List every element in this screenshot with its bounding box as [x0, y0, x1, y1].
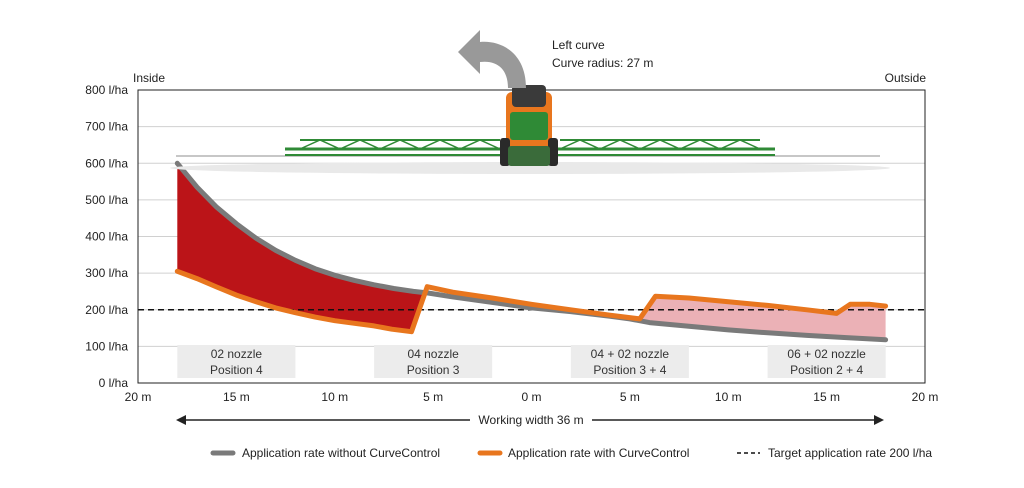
nozzle-zone-position: Position 3 + 4	[593, 363, 666, 377]
nozzle-zone-box	[570, 345, 689, 378]
legend-label-without: Application rate without CurveControl	[242, 446, 440, 460]
x-tick-label: 20 m	[125, 390, 152, 404]
curve-arrow-icon	[458, 30, 526, 88]
x-tick-label: 15 m	[223, 390, 250, 404]
nozzle-zone-box	[374, 345, 493, 378]
legend-label-with: Application rate with CurveControl	[508, 446, 689, 460]
x-tick-labels: 20 m 15 m 10 m 5 m 0 m 5 m 10 m 15 m 20 m	[125, 390, 939, 404]
underdose-area	[629, 296, 886, 340]
tractor-tank	[510, 112, 548, 140]
wheel-right	[548, 138, 558, 166]
wheel-left	[500, 138, 510, 166]
x-axis-label: Working width 36 m	[478, 413, 583, 427]
y-tick-label: 400 l/ha	[85, 230, 128, 244]
tractor-rear	[508, 146, 550, 166]
tractor-cab	[512, 85, 546, 107]
sprayer-illustration	[170, 30, 890, 174]
y-tick-label: 700 l/ha	[85, 120, 128, 134]
y-tick-label: 0 l/ha	[99, 376, 129, 390]
annotation-line-1: Left curve	[552, 38, 605, 52]
x-tick-label: 0 m	[521, 390, 541, 404]
nozzle-zone-position: Position 2 + 4	[790, 363, 863, 377]
boom-shadow	[170, 162, 890, 174]
x-tick-label: 5 m	[620, 390, 640, 404]
series-line-with-curvecontrol	[174, 268, 889, 335]
nozzle-zone-label: 04 + 02 nozzle	[591, 347, 670, 361]
legend: Application rate without CurveControl Ap…	[210, 446, 932, 460]
y-tick-label: 300 l/ha	[85, 266, 128, 280]
annotation-line-2: Curve radius: 27 m	[552, 56, 653, 70]
nozzle-zone-position: Position 3	[407, 363, 460, 377]
nozzle-zone-label: 04 nozzle	[407, 347, 459, 361]
y-tick-label: 100 l/ha	[85, 339, 128, 353]
x-tick-label: 20 m	[912, 390, 939, 404]
nozzle-zone-label: 06 + 02 nozzle	[787, 347, 866, 361]
nozzle-zone-position: Position 4	[210, 363, 263, 377]
y-tick-label: 600 l/ha	[85, 156, 128, 170]
y-tick-labels: 0 l/ha 100 l/ha 200 l/ha 300 l/ha 400 l/ha 50…	[85, 83, 128, 390]
legend-label-target: Target application rate 200 l/ha	[768, 446, 932, 460]
y-tick-label: 500 l/ha	[85, 193, 128, 207]
nozzle-zone-box	[177, 345, 296, 378]
nozzle-zone-box	[767, 345, 886, 378]
width-arrow-left-head	[176, 415, 186, 425]
width-arrow-right-head	[874, 415, 884, 425]
nozzle-zone-label: 02 nozzle	[211, 347, 263, 361]
x-tick-label: 5 m	[423, 390, 443, 404]
y-tick-label: 800 l/ha	[85, 83, 128, 97]
x-tick-label: 10 m	[321, 390, 348, 404]
label-inside: Inside	[133, 71, 165, 85]
label-outside: Outside	[885, 71, 927, 85]
y-tick-label: 200 l/ha	[85, 303, 128, 317]
x-tick-label: 10 m	[715, 390, 742, 404]
overdose-area	[177, 163, 428, 332]
x-tick-label: 15 m	[813, 390, 840, 404]
nozzle-zones: 02 nozzle Position 4 04 nozzle Position 3 04…	[177, 345, 886, 378]
working-width-arrow: Working width 36 m	[176, 413, 884, 427]
